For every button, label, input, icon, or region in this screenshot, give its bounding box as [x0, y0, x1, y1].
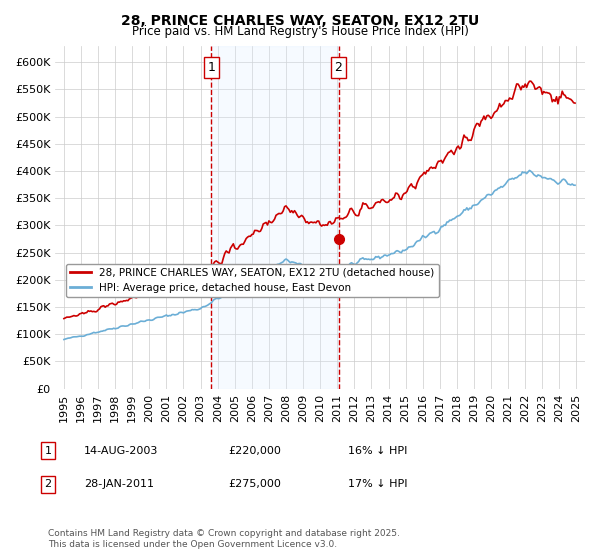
Bar: [211, 46, 338, 389]
Text: 17% ↓ HPI: 17% ↓ HPI: [348, 479, 407, 489]
Text: Price paid vs. HM Land Registry's House Price Index (HPI): Price paid vs. HM Land Registry's House …: [131, 25, 469, 38]
Text: 28, PRINCE CHARLES WAY, SEATON, EX12 2TU: 28, PRINCE CHARLES WAY, SEATON, EX12 2TU: [121, 14, 479, 28]
Text: 2: 2: [44, 479, 52, 489]
Text: 2: 2: [335, 61, 343, 74]
Text: Contains HM Land Registry data © Crown copyright and database right 2025.
This d: Contains HM Land Registry data © Crown c…: [48, 529, 400, 549]
Text: £220,000: £220,000: [228, 446, 281, 456]
Text: 28-JAN-2011: 28-JAN-2011: [84, 479, 154, 489]
Text: 1: 1: [208, 61, 215, 74]
Text: 14-AUG-2003: 14-AUG-2003: [84, 446, 158, 456]
Text: 16% ↓ HPI: 16% ↓ HPI: [348, 446, 407, 456]
Legend: 28, PRINCE CHARLES WAY, SEATON, EX12 2TU (detached house), HPI: Average price, d: 28, PRINCE CHARLES WAY, SEATON, EX12 2TU…: [66, 264, 439, 297]
Text: 1: 1: [44, 446, 52, 456]
Text: £275,000: £275,000: [228, 479, 281, 489]
